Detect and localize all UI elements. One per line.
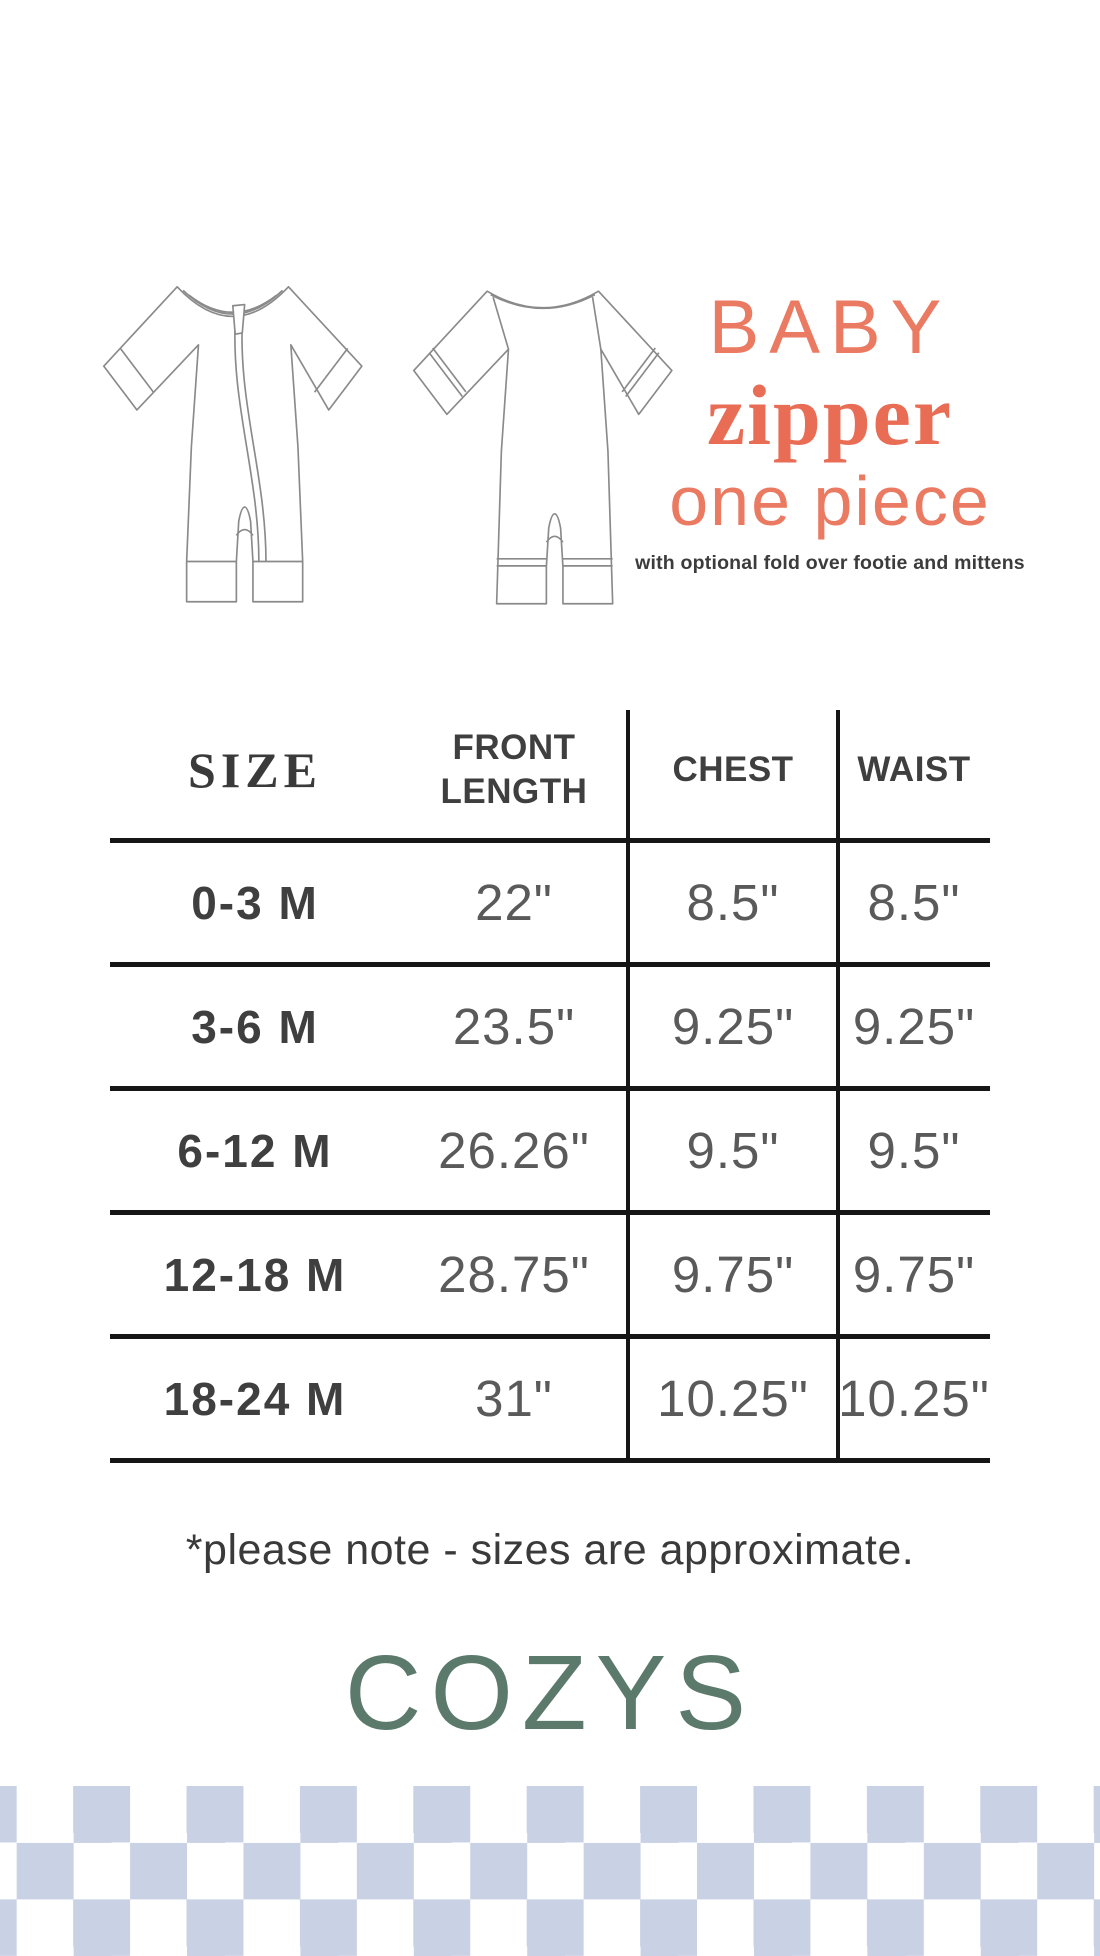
table-row: 3-6 M 23.5" 9.25" 9.25" — [110, 967, 990, 1091]
size-label: 6-12 M — [177, 1124, 333, 1177]
waist-value: 9.25" — [852, 998, 976, 1055]
table-row: 6-12 M 26.26" 9.5" 9.5" — [110, 1091, 990, 1215]
waist-value: 10.25" — [838, 1370, 990, 1427]
chest-value: 9.25" — [671, 998, 795, 1055]
title-zipper: zipper — [706, 367, 954, 463]
front-length-value: 22" — [475, 874, 553, 931]
table-vertical-divider-right — [836, 710, 840, 1463]
front-length-value: 23.5" — [452, 998, 576, 1055]
size-label: 18-24 M — [163, 1372, 347, 1425]
table-row: 12-18 M 28.75" 9.75" 9.75" — [110, 1215, 990, 1339]
left-cuff-line — [119, 347, 155, 393]
front-length-value: 26.26" — [438, 1122, 590, 1179]
front-outline — [102, 285, 363, 603]
checkerboard-footer — [0, 1786, 1100, 1956]
size-table: SIZE FRONT LENGTH CHEST WAIST 0-3 M 22" … — [110, 702, 990, 1463]
table-row: 0-3 M 22" 8.5" 8.5" — [110, 843, 990, 967]
waist-value: 8.5" — [867, 874, 961, 931]
left-cuff-line-a — [428, 352, 463, 398]
size-label: 0-3 M — [191, 876, 319, 929]
chest-value: 9.5" — [686, 1122, 780, 1179]
approximate-sizes-note: *please note - sizes are approximate. — [185, 1526, 915, 1574]
right-raglan-seam — [591, 296, 602, 350]
onesie-front-illustration — [86, 248, 382, 624]
zipper-pull — [231, 303, 246, 336]
waist-value: 9.5" — [867, 1122, 961, 1179]
zipper-line-1 — [234, 322, 260, 562]
chest-value: 9.75" — [671, 1246, 795, 1303]
left-raglan-seam — [492, 296, 510, 350]
chest-value: 10.25" — [657, 1370, 809, 1427]
front-length-value: 31" — [475, 1370, 553, 1427]
back-neckband-line — [490, 294, 596, 310]
size-label: 3-6 M — [191, 1000, 319, 1053]
right-cuff-line-b — [621, 347, 656, 393]
crotch-seam — [235, 528, 254, 536]
column-header-waist: WAIST — [857, 750, 971, 790]
table-row: 18-24 M 31" 10.25" 10.25" — [110, 1339, 990, 1463]
title-one-piece: one piece — [669, 462, 991, 541]
waist-value: 9.75" — [852, 1246, 976, 1303]
front-length-value: 28.75" — [438, 1246, 590, 1303]
right-cuff-line-a — [625, 352, 660, 398]
title-block: BABY zipper one piece with optional fold… — [586, 290, 1074, 575]
crotch-seam — [545, 535, 564, 543]
column-header-chest: CHEST — [672, 750, 794, 790]
onesie-back-illustration — [396, 252, 692, 624]
chest-value: 8.5" — [686, 874, 780, 931]
right-cuff-line — [313, 347, 349, 393]
column-header-front-length: FRONT LENGTH — [440, 728, 588, 811]
table-vertical-divider-left — [626, 710, 630, 1463]
zipper-line-2 — [241, 322, 267, 562]
left-cuff-line-b — [432, 347, 467, 393]
title-subtitle: with optional fold over footie and mitte… — [635, 552, 1025, 575]
column-header-size: SIZE — [188, 742, 322, 798]
brand-name: COZYS — [344, 1634, 756, 1752]
title-baby: BABY — [708, 285, 952, 370]
size-label: 12-18 M — [163, 1248, 347, 1301]
table-header-row: SIZE FRONT LENGTH CHEST WAIST — [110, 702, 990, 843]
